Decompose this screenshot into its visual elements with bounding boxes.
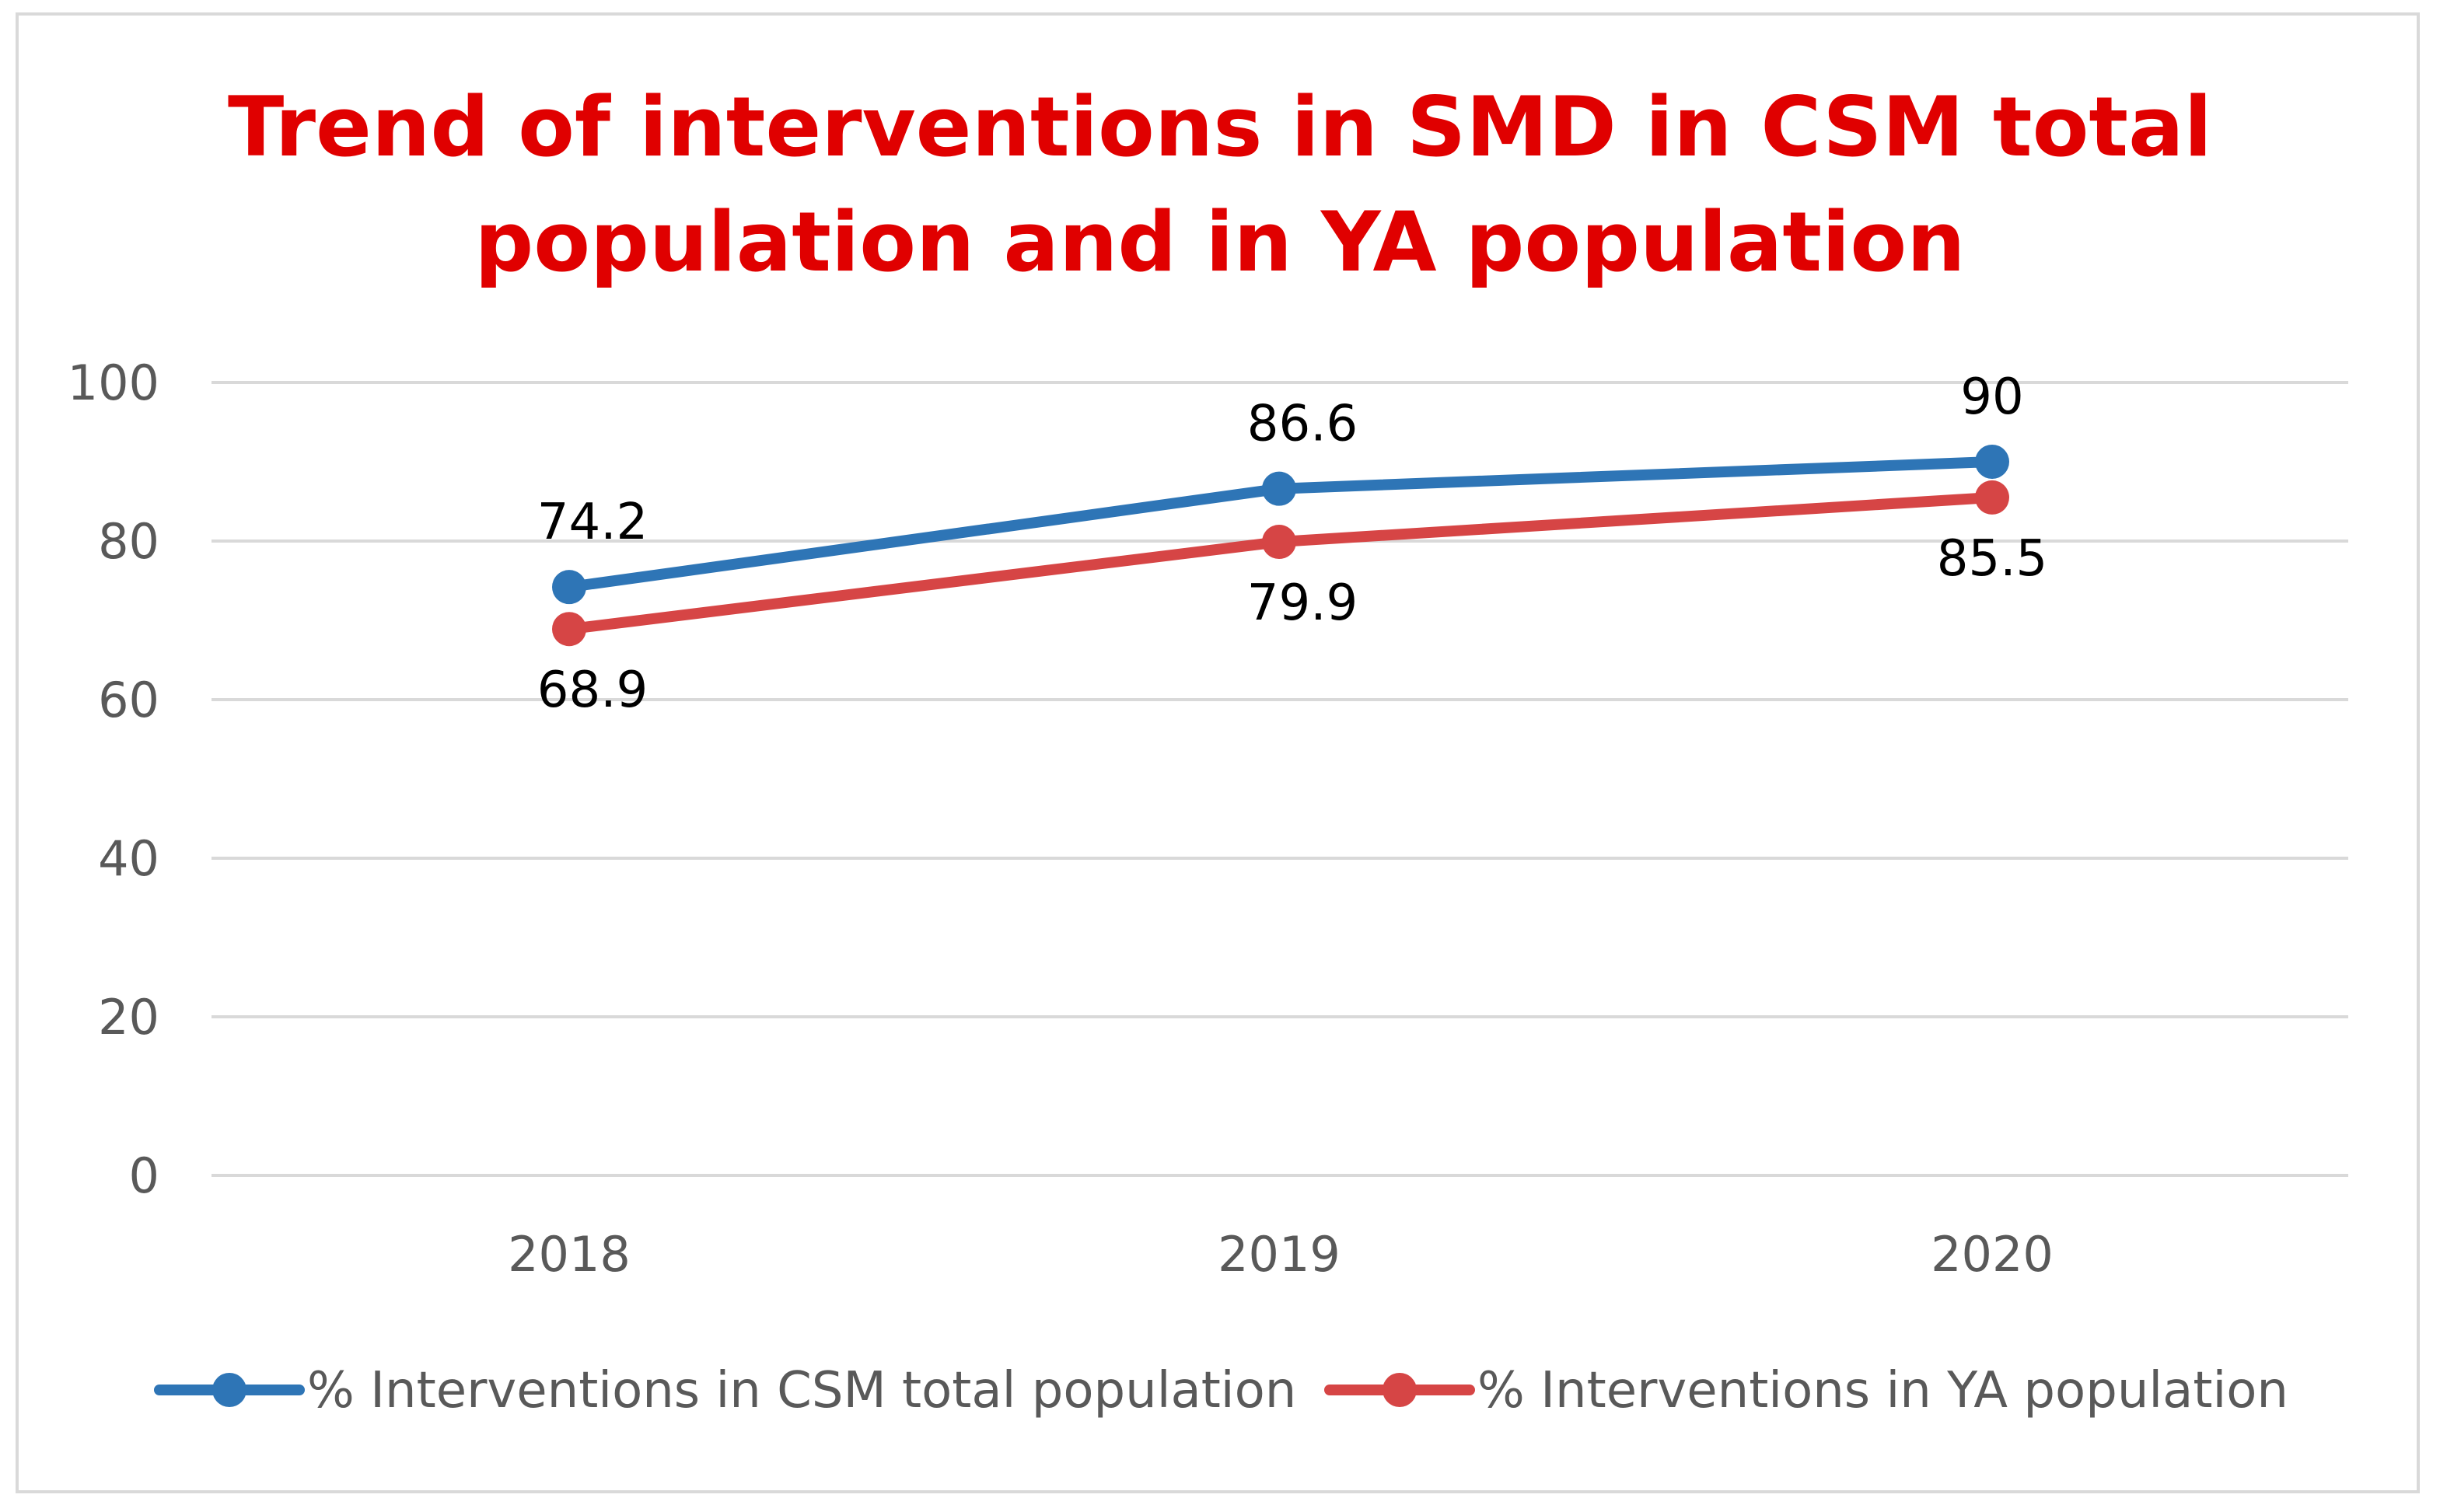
y-tick-label: 60 bbox=[98, 672, 159, 728]
data-label: 85.5 bbox=[1937, 530, 2048, 588]
x-tick-label: 2019 bbox=[1218, 1226, 1341, 1283]
chart-title-line-2: population and in YA population bbox=[474, 194, 1965, 290]
x-tick-label: 2020 bbox=[1931, 1226, 2054, 1283]
legend-swatch-marker bbox=[212, 1373, 246, 1407]
data-label: 68.9 bbox=[537, 662, 648, 719]
data-label: 86.6 bbox=[1247, 396, 1358, 453]
series-1-point bbox=[1262, 471, 1296, 506]
data-label: 74.2 bbox=[537, 494, 648, 551]
series-2-point bbox=[552, 612, 586, 647]
chart-frame bbox=[16, 12, 2420, 1493]
y-tick-label: 40 bbox=[98, 830, 159, 887]
chart-title-line-1: Trend of interventions in SMD in CSM tot… bbox=[228, 79, 2212, 175]
x-axis-ticks: 2018 2019 2020 bbox=[508, 1226, 2054, 1283]
legend-label: % Interventions in CSM total population bbox=[307, 1362, 1296, 1419]
series bbox=[552, 445, 2009, 647]
series-1-point bbox=[1975, 445, 2009, 479]
y-tick-label: 0 bbox=[129, 1147, 159, 1204]
x-tick-label: 2018 bbox=[508, 1226, 631, 1283]
y-tick-label: 100 bbox=[68, 354, 159, 411]
data-label: 90 bbox=[1960, 368, 2023, 426]
legend-label: % Interventions in YA population bbox=[1477, 1362, 2288, 1419]
data-label: 79.9 bbox=[1247, 574, 1358, 632]
y-tick-label: 80 bbox=[98, 513, 159, 570]
legend-swatch-marker bbox=[1383, 1373, 1417, 1407]
series-1-point bbox=[552, 570, 586, 605]
y-tick-label: 20 bbox=[98, 989, 159, 1046]
series-2-point bbox=[1262, 525, 1296, 560]
data-labels: 74.2 86.6 90 68.9 79.9 85.5 bbox=[537, 368, 2048, 719]
y-axis-ticks: 0 20 40 60 80 100 bbox=[68, 354, 159, 1204]
series-2-point bbox=[1975, 480, 2009, 515]
legend: % Interventions in CSM total population%… bbox=[154, 1362, 2288, 1419]
